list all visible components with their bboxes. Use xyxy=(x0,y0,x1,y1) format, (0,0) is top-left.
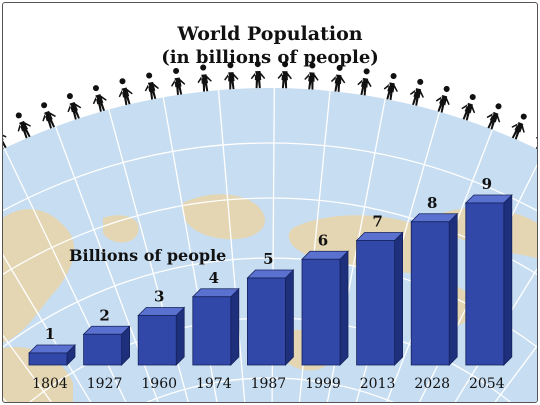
value-label-2028: 8 xyxy=(427,194,437,212)
meridian-line xyxy=(54,126,271,402)
land-shape xyxy=(182,194,265,240)
bar-front xyxy=(356,240,396,366)
person-figure xyxy=(41,102,56,129)
bar-1804 xyxy=(28,344,76,366)
land-shape xyxy=(103,215,139,243)
person-figure xyxy=(171,67,186,96)
bar-front xyxy=(83,333,122,366)
bar-1974 xyxy=(191,287,240,366)
person-figure xyxy=(92,85,107,112)
population-chart: World Population (in billions of people)… xyxy=(3,23,537,402)
bar-2028 xyxy=(410,212,459,366)
bar-2013 xyxy=(355,231,404,366)
value-label-1974: 4 xyxy=(209,269,219,287)
person-figure xyxy=(277,61,292,89)
value-labels: 1 2 3 4 5 6 7 8 9 xyxy=(45,175,492,343)
bar-1999 xyxy=(301,250,349,366)
person-figure xyxy=(224,62,239,90)
x-tick-1927: 1927 xyxy=(87,376,123,392)
chart-subtitle: (in billions of people) xyxy=(161,47,379,68)
value-label-1999: 6 xyxy=(318,231,328,249)
bar-side xyxy=(339,250,349,366)
person-figure xyxy=(304,62,319,90)
bar-side xyxy=(230,287,240,366)
bar-front xyxy=(465,202,505,366)
bar-front xyxy=(28,352,68,366)
meridian-line xyxy=(3,174,271,402)
bar-top xyxy=(28,344,76,354)
bar-top xyxy=(191,288,240,298)
meridian-line xyxy=(269,88,275,402)
parallel-line xyxy=(3,377,537,402)
value-label-1960: 3 xyxy=(154,288,164,306)
bar-side xyxy=(284,269,294,366)
people-chain xyxy=(3,61,537,151)
bar-top xyxy=(464,194,513,204)
x-tick-1987: 1987 xyxy=(251,376,287,392)
bar-side xyxy=(503,194,513,366)
bar-side xyxy=(175,306,185,366)
x-tick-1999: 1999 xyxy=(305,376,341,392)
x-tick-1974: 1974 xyxy=(196,376,232,392)
person-figure xyxy=(383,73,398,101)
person-figure xyxy=(409,78,424,106)
person-figure xyxy=(357,68,372,96)
bar-top xyxy=(246,269,295,279)
meridian-line xyxy=(108,109,271,402)
person-figure xyxy=(15,112,31,139)
chart-title: World Population xyxy=(176,23,362,45)
person-figure xyxy=(66,93,82,120)
parallel-line xyxy=(3,197,537,402)
person-figure xyxy=(144,72,159,100)
person-figure xyxy=(435,85,450,113)
x-tick-2054: 2054 xyxy=(469,376,505,392)
bars xyxy=(28,194,513,366)
person-figure xyxy=(197,64,212,92)
value-label-2013: 7 xyxy=(372,213,382,231)
person-figure xyxy=(330,64,346,92)
bar-side xyxy=(394,231,404,366)
bar-front xyxy=(410,221,450,366)
bar-1960 xyxy=(137,306,186,366)
meridian-line xyxy=(269,98,386,402)
bar-top xyxy=(410,213,459,223)
bar-front xyxy=(192,296,232,366)
parallel-line xyxy=(3,257,537,402)
land-shape xyxy=(3,209,75,343)
person-figure xyxy=(118,78,133,106)
bar-1927 xyxy=(82,325,131,366)
bar-top xyxy=(82,325,131,335)
meridian-line xyxy=(3,148,271,402)
parallel-line xyxy=(3,142,537,402)
x-tick-1960: 1960 xyxy=(141,376,177,392)
person-figure xyxy=(250,61,266,89)
bar-top xyxy=(355,232,404,241)
bar-front xyxy=(137,315,177,366)
person-figure xyxy=(486,103,502,130)
value-label-1804: 1 xyxy=(45,325,55,343)
meridian-line xyxy=(162,97,271,402)
value-label-1987: 5 xyxy=(263,250,273,268)
meridian-line xyxy=(269,90,331,402)
person-figure xyxy=(461,94,476,121)
meridian-line xyxy=(269,111,441,402)
bar-top xyxy=(301,250,349,260)
value-label-2054: 9 xyxy=(482,175,492,193)
bar-1987 xyxy=(246,269,295,366)
x-tick-2013: 2013 xyxy=(360,376,396,392)
bar-front xyxy=(301,258,341,366)
x-tick-labels: 1804 1927 1960 1974 1987 1999 2013 2028 2054 xyxy=(32,376,505,392)
bar-front xyxy=(246,277,286,366)
value-label-1927: 2 xyxy=(99,306,109,324)
bar-2054 xyxy=(464,194,513,366)
bar-side xyxy=(448,212,458,366)
person-figure xyxy=(511,113,527,140)
y-axis-label: Billions of people xyxy=(69,246,226,265)
meridian-line xyxy=(217,90,271,402)
bar-top xyxy=(137,307,186,316)
x-tick-2028: 2028 xyxy=(414,376,450,392)
x-tick-1804: 1804 xyxy=(32,376,68,392)
